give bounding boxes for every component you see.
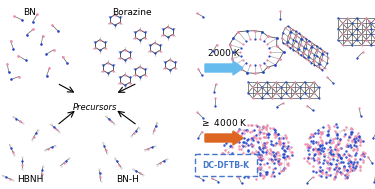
Text: HBNH: HBNH xyxy=(17,175,43,184)
Text: $\geq$ 4000 K: $\geq$ 4000 K xyxy=(200,117,248,128)
FancyBboxPatch shape xyxy=(195,154,257,176)
FancyArrow shape xyxy=(205,131,243,145)
Text: BN: BN xyxy=(24,8,36,17)
Text: DC-DFTB-K: DC-DFTB-K xyxy=(202,160,249,170)
Text: BN-H: BN-H xyxy=(117,175,140,184)
FancyArrow shape xyxy=(205,61,243,75)
Text: Borazine: Borazine xyxy=(112,8,152,17)
Text: 2000 K: 2000 K xyxy=(208,49,240,58)
Text: Precursors: Precursors xyxy=(73,103,117,112)
